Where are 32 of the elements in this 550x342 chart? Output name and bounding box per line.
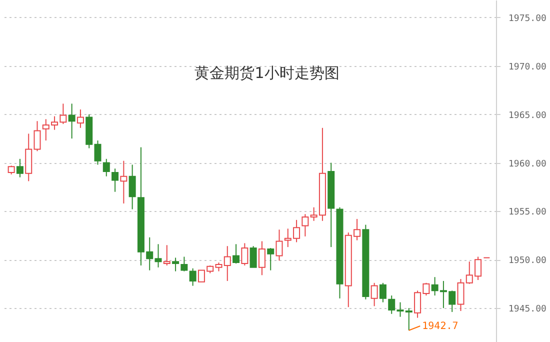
- candlestick: [34, 120, 41, 152]
- candlestick: [258, 240, 266, 276]
- candlestick: [68, 103, 76, 140]
- candlestick: [120, 160, 128, 204]
- candlestick: [128, 164, 136, 210]
- y-tick-label: 1965.00: [508, 110, 546, 121]
- candlestick: [180, 256, 188, 272]
- candlestick: [302, 214, 309, 237]
- y-tick-label: 1970.00: [508, 62, 546, 72]
- annotation: 1942.7: [422, 321, 458, 332]
- candlestick: [163, 244, 170, 266]
- candlestick: [154, 244, 162, 268]
- candlestick: [379, 282, 386, 303]
- candlestick: [94, 140, 102, 166]
- candlestick: [172, 257, 180, 272]
- y-tick-label: 1950.00: [508, 256, 546, 266]
- candlestick: [370, 282, 378, 307]
- candlestick: [189, 268, 196, 286]
- candlestick: [76, 108, 84, 128]
- y-tick-label: 1975.00: [508, 14, 546, 24]
- y-tick-label: 1955.00: [508, 208, 546, 218]
- y-tick-label: 1945.00: [508, 304, 546, 315]
- candlestick: [250, 246, 257, 268]
- candlestick: [16, 158, 24, 178]
- candlestick: [112, 168, 119, 192]
- candlestick: [388, 294, 396, 314]
- candlestick: [232, 244, 240, 264]
- candlestick: [241, 242, 248, 266]
- candlestick: [102, 158, 110, 177]
- text: 黄金期货1小时走势图: [194, 64, 340, 82]
- candlestick: [267, 248, 274, 271]
- y-tick-label: 1960.00: [508, 159, 546, 170]
